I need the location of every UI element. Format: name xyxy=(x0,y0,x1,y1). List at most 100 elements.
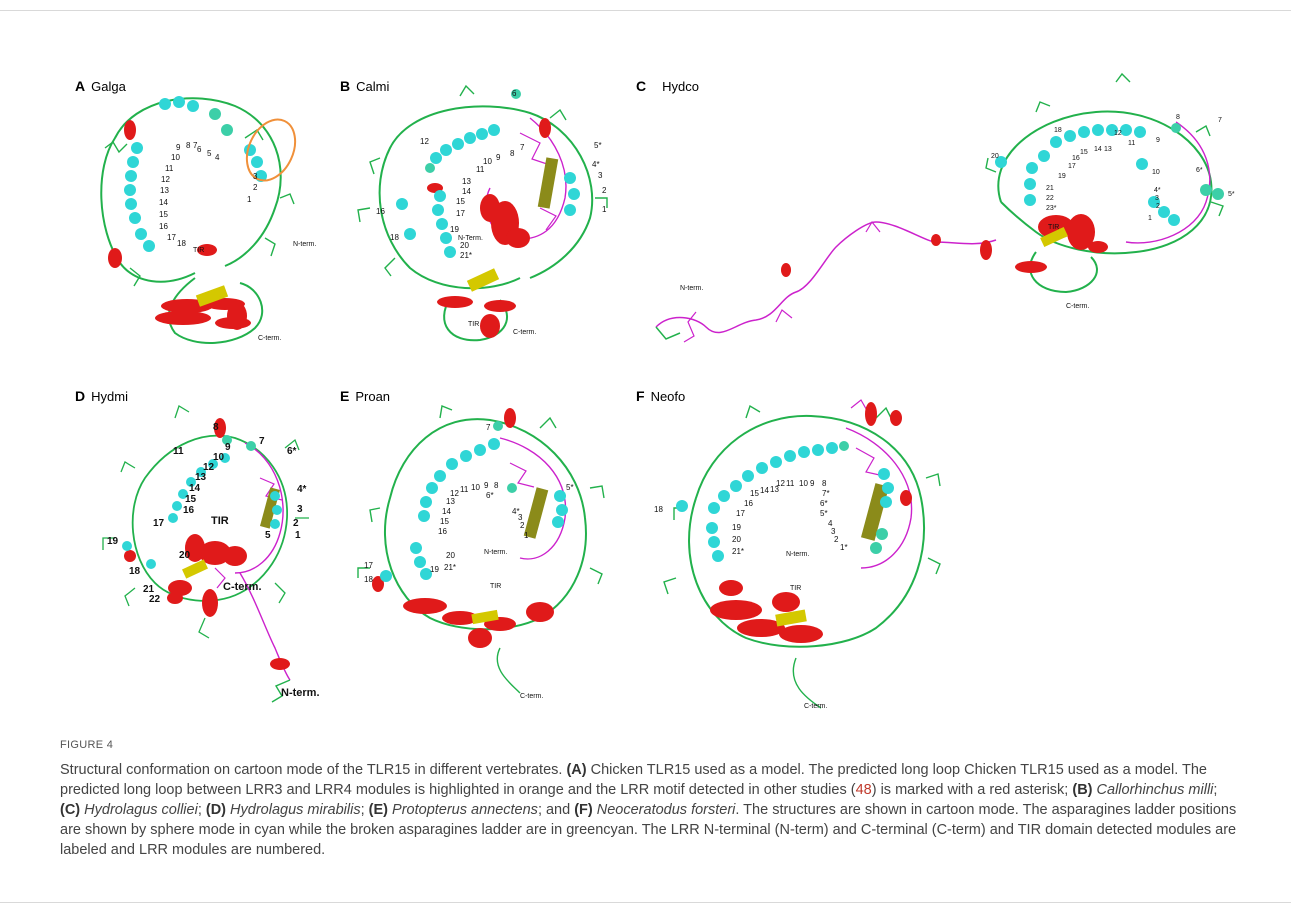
svg-text:15: 15 xyxy=(456,197,465,206)
svg-text:23*: 23* xyxy=(1046,205,1057,212)
svg-text:19: 19 xyxy=(732,523,741,532)
svg-text:C-term.: C-term. xyxy=(223,581,262,593)
svg-text:14: 14 xyxy=(462,187,471,196)
svg-text:9: 9 xyxy=(484,481,489,490)
svg-text:1: 1 xyxy=(1148,215,1152,222)
svg-text:17: 17 xyxy=(1068,163,1076,170)
svg-text:13: 13 xyxy=(770,485,779,494)
svg-text:7: 7 xyxy=(486,423,491,432)
panel-d: D Hydmi 1 2 3 4* 5 6* 7 8 9 10 xyxy=(75,388,335,708)
figure-caption: Structural conformation on cartoon mode … xyxy=(60,762,1237,858)
svg-text:6*: 6* xyxy=(1196,167,1203,174)
svg-text:10: 10 xyxy=(1152,169,1160,176)
svg-text:TIR: TIR xyxy=(468,321,479,328)
svg-text:14: 14 xyxy=(1094,146,1102,153)
svg-text:3: 3 xyxy=(253,172,258,181)
svg-text:12: 12 xyxy=(420,137,429,146)
svg-text:4*: 4* xyxy=(592,160,600,169)
svg-text:2: 2 xyxy=(602,186,607,195)
svg-text:3: 3 xyxy=(1155,195,1159,202)
svg-text:16: 16 xyxy=(159,222,168,231)
svg-text:N-term.: N-term. xyxy=(293,241,316,248)
svg-text:12: 12 xyxy=(776,479,785,488)
svg-text:6*: 6* xyxy=(486,491,494,500)
svg-text:15: 15 xyxy=(185,494,197,505)
svg-text:9: 9 xyxy=(496,153,501,162)
panel-b-label: B Calmi xyxy=(340,78,390,94)
svg-text:TIR: TIR xyxy=(1048,224,1059,231)
svg-text:11: 11 xyxy=(165,164,174,173)
panel-d-label: D Hydmi xyxy=(75,388,128,404)
svg-text:15: 15 xyxy=(1080,149,1088,156)
svg-text:11: 11 xyxy=(786,479,795,488)
svg-text:2: 2 xyxy=(293,518,299,529)
svg-text:10: 10 xyxy=(213,452,225,463)
svg-text:12: 12 xyxy=(450,489,459,498)
svg-text:16: 16 xyxy=(183,505,195,516)
svg-text:21: 21 xyxy=(143,584,155,595)
svg-text:8: 8 xyxy=(494,481,499,490)
svg-text:21*: 21* xyxy=(444,563,456,572)
reference-link[interactable]: 48 xyxy=(855,782,872,798)
svg-text:11: 11 xyxy=(173,446,184,457)
svg-text:7: 7 xyxy=(193,141,198,150)
svg-text:5*: 5* xyxy=(594,141,602,150)
svg-text:19: 19 xyxy=(1058,173,1066,180)
svg-text:20: 20 xyxy=(446,551,455,560)
svg-text:14: 14 xyxy=(442,507,451,516)
svg-text:7: 7 xyxy=(259,436,265,447)
svg-text:4*: 4* xyxy=(1154,187,1161,194)
svg-text:9: 9 xyxy=(1156,137,1160,144)
panel-f: F Neofo 1* 2 3 4 5* 6* 7* 8 9 10 xyxy=(636,388,956,718)
svg-text:16: 16 xyxy=(438,527,447,536)
top-rule xyxy=(0,10,1291,11)
svg-text:1*: 1* xyxy=(840,543,848,552)
svg-text:16: 16 xyxy=(744,499,753,508)
svg-text:3: 3 xyxy=(598,171,603,180)
svg-text:13: 13 xyxy=(462,177,471,186)
svg-text:6*: 6* xyxy=(287,446,297,457)
svg-text:6: 6 xyxy=(197,145,202,154)
figure-title: FIGURE 4 xyxy=(60,739,114,751)
svg-text:3: 3 xyxy=(518,513,523,522)
svg-text:12: 12 xyxy=(161,175,170,184)
svg-text:N-term.: N-term. xyxy=(484,549,507,556)
panel-e: E Proan 1 2 3 4* 5* 6* 7 8 9 10 11 xyxy=(340,388,620,708)
svg-text:15: 15 xyxy=(440,517,449,526)
panel-a-structure: 1 2 3 4 5 6 7 8 9 10 11 12 13 14 15 16 1… xyxy=(100,96,316,344)
svg-text:7*: 7* xyxy=(822,489,830,498)
svg-text:N-term.: N-term. xyxy=(786,551,809,558)
svg-text:14: 14 xyxy=(189,483,201,494)
svg-text:18: 18 xyxy=(390,233,399,242)
svg-text:1: 1 xyxy=(247,195,252,204)
svg-text:18: 18 xyxy=(654,505,663,514)
svg-text:16: 16 xyxy=(1072,155,1080,162)
svg-text:15: 15 xyxy=(159,210,168,219)
svg-text:20: 20 xyxy=(179,550,191,561)
svg-text:8: 8 xyxy=(213,422,219,433)
svg-text:5*: 5* xyxy=(820,509,828,518)
svg-text:11: 11 xyxy=(476,165,485,174)
svg-text:3: 3 xyxy=(297,504,303,515)
svg-text:10: 10 xyxy=(799,479,808,488)
svg-text:10: 10 xyxy=(171,153,180,162)
svg-text:N-term.: N-term. xyxy=(680,285,703,292)
svg-text:8: 8 xyxy=(1176,114,1180,121)
svg-text:N-term.: N-term. xyxy=(281,687,320,699)
svg-text:TIR: TIR xyxy=(211,515,229,527)
svg-text:C-term.: C-term. xyxy=(520,693,543,700)
svg-text:11: 11 xyxy=(1128,140,1135,147)
svg-text:4*: 4* xyxy=(297,484,307,495)
svg-text:TIR: TIR xyxy=(193,247,204,254)
svg-text:21*: 21* xyxy=(460,251,472,260)
svg-text:18: 18 xyxy=(1054,127,1062,134)
svg-text:C-term.: C-term. xyxy=(804,703,827,710)
svg-text:15: 15 xyxy=(750,489,759,498)
svg-text:C-term.: C-term. xyxy=(513,329,536,336)
svg-text:21*: 21* xyxy=(732,547,744,556)
svg-text:20: 20 xyxy=(732,535,741,544)
svg-text:1: 1 xyxy=(295,530,301,541)
svg-text:9: 9 xyxy=(176,143,181,152)
svg-text:16: 16 xyxy=(376,207,385,216)
svg-text:TIR: TIR xyxy=(790,585,801,592)
